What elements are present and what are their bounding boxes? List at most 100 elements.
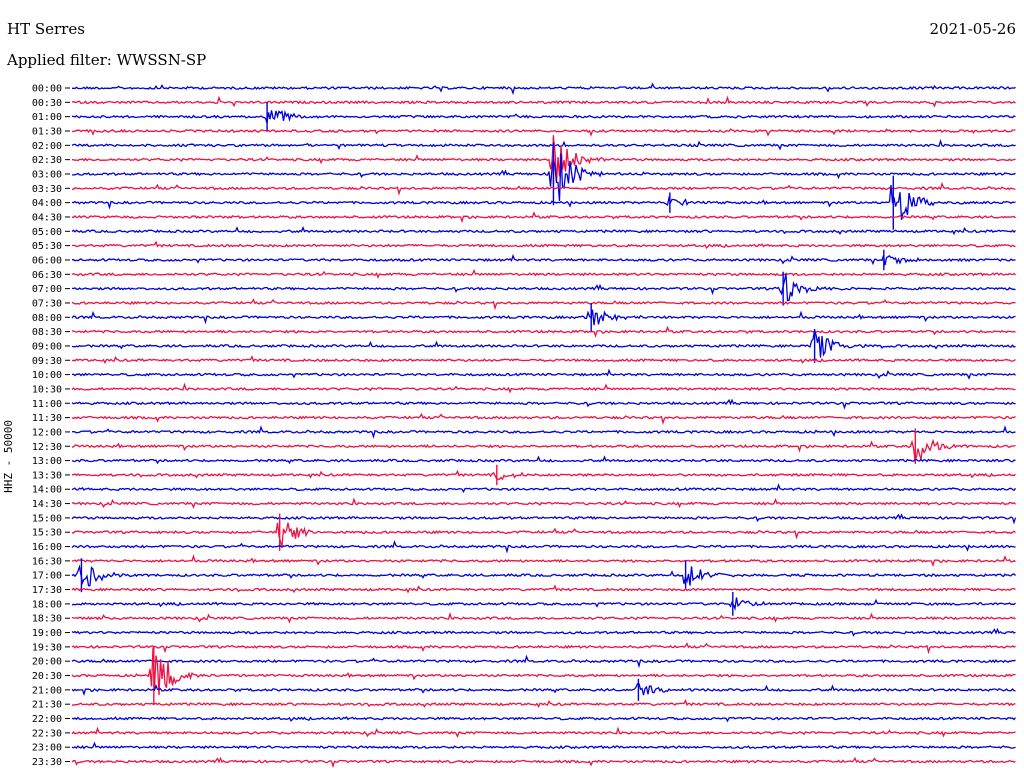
trace-row-0900 xyxy=(71,328,1016,358)
row-tick-label: 19:00 xyxy=(32,628,62,639)
trace-row-0130 xyxy=(71,128,1016,137)
row-tick-label: 03:30 xyxy=(32,184,62,195)
trace-row-0100 xyxy=(72,109,1016,124)
trace-row-1330 xyxy=(72,469,1016,481)
row-tick-label: 20:30 xyxy=(32,671,62,682)
row-tick-label: 05:30 xyxy=(32,241,62,252)
trace-row-0400 xyxy=(71,185,1016,220)
trace-row-2330 xyxy=(71,756,1016,769)
filter-label: Applied filter: WWSSN-SP xyxy=(7,51,207,69)
row-tick-label: 23:30 xyxy=(32,757,62,768)
row-tick-label: 03:00 xyxy=(32,169,62,180)
trace-row-0300 xyxy=(72,153,1016,202)
date-label: 2021-05-26 xyxy=(929,20,1016,38)
trace-row-1700 xyxy=(71,564,1016,587)
row-tick-label: 16:00 xyxy=(32,542,62,553)
row-tick-label: 13:00 xyxy=(32,456,62,467)
row-tick-label: 13:30 xyxy=(32,470,62,481)
row-tick-label: 12:30 xyxy=(32,442,62,453)
row-tick-label: 00:00 xyxy=(32,84,62,95)
row-tick-label: 23:00 xyxy=(32,743,62,754)
trace-row-2130 xyxy=(71,699,1016,709)
row-tick-label: 07:30 xyxy=(32,298,62,309)
row-tick-label: 17:00 xyxy=(32,571,62,582)
row-tick-label: 15:30 xyxy=(32,528,62,539)
trace-row-1200 xyxy=(72,425,1016,440)
row-tick-label: 16:30 xyxy=(32,556,62,567)
trace-row-0330 xyxy=(71,181,1016,196)
row-tick-label: 14:00 xyxy=(32,485,62,496)
trace-row-0200 xyxy=(71,138,1016,151)
trace-row-1100 xyxy=(71,398,1016,410)
row-tick-label: 18:30 xyxy=(32,614,62,625)
row-tick-label: 17:30 xyxy=(32,585,62,596)
trace-row-1530 xyxy=(71,522,1016,547)
row-tick-label: 19:30 xyxy=(32,642,62,653)
row-tick-label: 06:30 xyxy=(32,270,62,281)
row-tick-label: 05:00 xyxy=(32,227,62,238)
trace-row-2230 xyxy=(71,726,1016,739)
trace-row-1430 xyxy=(71,497,1016,509)
trace-row-1130 xyxy=(71,412,1016,426)
trace-row-0600 xyxy=(71,253,1016,266)
row-tick-label: 04:00 xyxy=(32,198,62,209)
trace-row-1030 xyxy=(71,382,1016,394)
trace-row-0730 xyxy=(71,298,1016,311)
station-title: HT Serres xyxy=(7,20,85,38)
trace-row-0530 xyxy=(72,240,1016,249)
trace-row-0930 xyxy=(71,355,1016,365)
row-tick-label: 06:00 xyxy=(32,255,62,266)
row-tick-label: 08:30 xyxy=(32,327,62,338)
row-tick-label: 11:00 xyxy=(32,399,62,410)
row-tick-label: 09:30 xyxy=(32,356,62,367)
trace-row-0230 xyxy=(71,137,1016,183)
trace-row-2300 xyxy=(71,741,1016,750)
row-tick-label: 15:00 xyxy=(32,513,62,524)
trace-row-0630 xyxy=(71,268,1016,279)
row-tick-label: 10:00 xyxy=(32,370,62,381)
trace-row-1630 xyxy=(71,554,1016,568)
row-tick-label: 21:00 xyxy=(32,685,62,696)
row-tick-label: 18:00 xyxy=(32,599,62,610)
row-tick-label: 14:30 xyxy=(32,499,62,510)
row-tick-label: 22:30 xyxy=(32,728,62,739)
row-tick-label: 01:30 xyxy=(32,126,62,137)
trace-row-0430 xyxy=(71,211,1016,224)
trace-row-0030 xyxy=(71,95,1016,108)
row-tick-label: 20:00 xyxy=(32,657,62,668)
trace-row-2000 xyxy=(71,654,1016,669)
trace-row-1400 xyxy=(71,483,1017,494)
trace-row-1600 xyxy=(71,540,1016,554)
trace-row-1930 xyxy=(71,642,1016,655)
trace-row-0500 xyxy=(71,225,1016,236)
row-tick-label: 08:00 xyxy=(32,313,62,324)
trace-row-0830 xyxy=(71,325,1016,338)
row-tick-label: 04:30 xyxy=(32,212,62,223)
row-tick-label: 12:00 xyxy=(32,427,62,438)
trace-row-2100 xyxy=(71,683,1016,697)
row-tick-label: 09:00 xyxy=(32,341,62,352)
trace-row-0800 xyxy=(71,309,1016,326)
row-tick-label: 07:00 xyxy=(32,284,62,295)
trace-row-2030 xyxy=(71,647,1016,696)
trace-row-0700 xyxy=(71,274,1016,302)
row-tick-label: 02:00 xyxy=(32,141,62,152)
row-tick-label: 11:30 xyxy=(32,413,62,424)
trace-row-1730 xyxy=(71,584,1016,594)
trace-row-1000 xyxy=(71,368,1016,380)
trace-row-1300 xyxy=(71,455,1016,465)
row-tick-label: 01:00 xyxy=(32,112,62,123)
trace-row-1800 xyxy=(71,597,1016,611)
row-tick-label: 10:30 xyxy=(32,384,62,395)
trace-row-1900 xyxy=(71,627,1016,637)
row-tick-label: 00:30 xyxy=(32,98,62,109)
trace-row-1830 xyxy=(71,611,1016,624)
trace-row-0000 xyxy=(72,82,1016,96)
row-tick-label: 22:00 xyxy=(32,714,62,725)
trace-row-1500 xyxy=(71,513,1017,525)
trace-row-2200 xyxy=(71,716,1017,723)
row-tick-label: 21:30 xyxy=(32,700,62,711)
row-tick-label: 02:30 xyxy=(32,155,62,166)
trace-row-1230 xyxy=(71,438,1016,463)
